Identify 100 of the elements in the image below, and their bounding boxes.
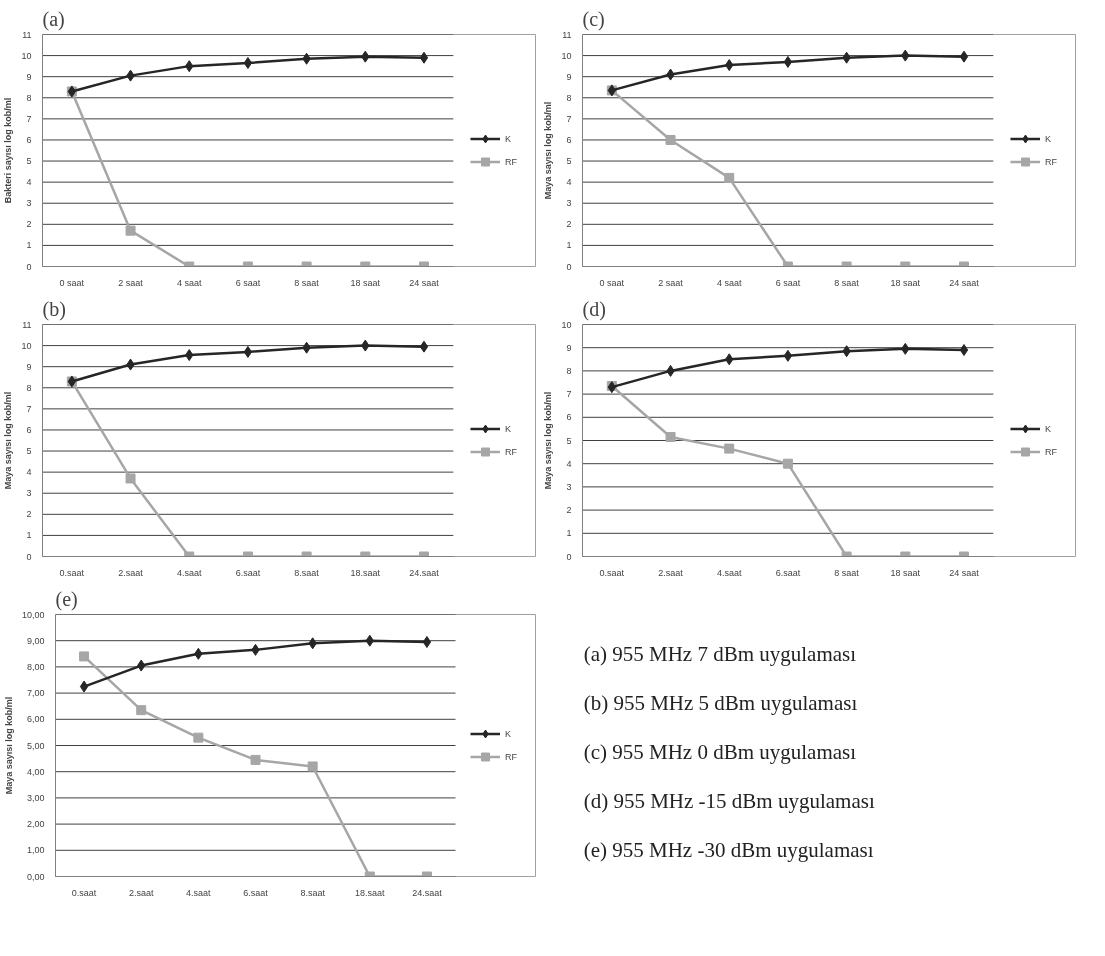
y-tick-label: 4 <box>566 177 572 188</box>
y-tick-label: 2 <box>26 219 32 230</box>
y-axis-title: Maya sayısı log kob/ml <box>3 696 14 795</box>
legend-label: RF <box>505 751 518 762</box>
y-tick-label: 7 <box>26 113 32 124</box>
y-tick-label: 5 <box>566 435 572 446</box>
y-tick-label: 2 <box>566 219 572 230</box>
y-tick-label: 11 <box>22 319 32 330</box>
y-tick-label: 10 <box>561 319 572 330</box>
y-tick-label: 10,00 <box>21 609 45 620</box>
y-axis-title: Maya sayısı log kob/ml <box>3 391 14 490</box>
legend-label: K <box>1045 423 1052 434</box>
y-tick-label: 3 <box>566 198 572 209</box>
y-tick-label: 11 <box>22 29 32 40</box>
x-tick-label: 18.saat <box>350 567 381 578</box>
chart-title: (e) <box>55 587 78 611</box>
x-tick-label: 0 saat <box>599 277 625 288</box>
y-tick-label: 2 <box>566 505 572 516</box>
y-tick-label: 4,00 <box>26 766 45 777</box>
y-tick-label: 1 <box>26 530 32 541</box>
legend-label: RF <box>505 446 518 457</box>
x-tick-label: 0.saat <box>59 567 85 578</box>
x-tick-label: 18 saat <box>890 567 921 578</box>
y-tick-label: 4 <box>566 458 572 469</box>
y-tick-label: 3 <box>26 488 32 499</box>
y-tick-label: 4 <box>26 177 32 188</box>
x-tick-label: 24 saat <box>409 277 440 288</box>
x-tick-label: 18 saat <box>890 277 921 288</box>
y-axis-title: Bakteri sayısı log kob/ml <box>3 97 14 204</box>
x-tick-label: 6.saat <box>243 887 269 898</box>
x-tick-label: 4.saat <box>176 567 202 578</box>
y-tick-label: 0,00 <box>26 871 45 882</box>
y-tick-label: 9 <box>566 342 572 353</box>
y-tick-label: 8 <box>566 92 572 103</box>
y-tick-label: 9,00 <box>26 635 45 646</box>
y-tick-label: 9 <box>566 71 572 82</box>
x-tick-label: 8.saat <box>294 567 320 578</box>
x-tick-label: 2.saat <box>658 567 684 578</box>
chart-title: (c) <box>582 7 605 31</box>
y-tick-label: 6 <box>566 134 572 145</box>
y-tick-label: 10 <box>561 50 572 61</box>
x-tick-label: 8 saat <box>294 277 320 288</box>
y-tick-label: 10 <box>21 50 32 61</box>
y-tick-label: 1 <box>26 240 32 251</box>
y-tick-label: 3 <box>26 198 32 209</box>
y-tick-label: 0 <box>26 551 32 562</box>
x-tick-label: 2 saat <box>118 277 144 288</box>
x-tick-label: 8 saat <box>834 277 860 288</box>
x-tick-label: 6 saat <box>235 277 261 288</box>
y-tick-label: 1 <box>566 240 572 251</box>
legend-label: RF <box>505 156 518 167</box>
y-tick-label: 6,00 <box>26 714 45 725</box>
y-tick-label: 3 <box>566 481 572 492</box>
text: (c) 955 MHz 0 dBm uygulaması <box>583 740 857 765</box>
y-tick-label: 4 <box>26 467 32 478</box>
text: (b) 955 MHz 5 dBm uygulaması <box>583 690 858 715</box>
x-tick-label: 8.saat <box>300 887 326 898</box>
legend-label: RF <box>1045 156 1058 167</box>
legend-label: RF <box>1045 446 1058 457</box>
chart-title: (b) <box>42 297 66 321</box>
x-tick-label: 4.saat <box>716 567 742 578</box>
y-tick-label: 6 <box>26 424 32 435</box>
y-tick-label: 0 <box>566 551 572 562</box>
x-tick-label: 6 saat <box>775 277 801 288</box>
y-tick-label: 7 <box>566 113 572 124</box>
y-tick-label: 1,00 <box>26 845 45 856</box>
x-tick-label: 2.saat <box>118 567 144 578</box>
y-tick-label: 5 <box>566 156 572 167</box>
y-tick-label: 3,00 <box>26 792 45 803</box>
x-tick-label: 0 saat <box>59 277 85 288</box>
y-axis-title: Maya sayısı log kob/ml <box>543 101 554 200</box>
x-tick-label: 6.saat <box>235 567 261 578</box>
x-tick-label: 2 saat <box>658 277 684 288</box>
y-tick-label: 5 <box>26 446 32 457</box>
text: (e) 955 MHz -30 dBm uygulaması <box>583 838 874 863</box>
x-tick-label: 4 saat <box>716 277 742 288</box>
y-tick-label: 11 <box>562 29 572 40</box>
legend-label: K <box>505 728 512 739</box>
legend-label: K <box>505 133 512 144</box>
y-tick-label: 2,00 <box>26 819 45 830</box>
x-tick-label: 4.saat <box>186 887 212 898</box>
text: (d) 955 MHz -15 dBm uygulaması <box>583 789 875 814</box>
x-tick-label: 18 saat <box>350 277 381 288</box>
y-tick-label: 9 <box>26 361 32 372</box>
x-tick-label: 24 saat <box>949 567 980 578</box>
x-tick-label: 24.saat <box>409 567 440 578</box>
y-tick-label: 7 <box>26 403 32 414</box>
y-tick-label: 6 <box>566 412 572 423</box>
y-tick-label: 1 <box>566 528 572 539</box>
x-tick-label: 6.saat <box>775 567 801 578</box>
x-tick-label: 8 saat <box>834 567 860 578</box>
y-tick-label: 8,00 <box>26 661 45 672</box>
x-tick-label: 24 saat <box>949 277 980 288</box>
y-tick-label: 8 <box>26 92 32 103</box>
y-tick-label: 10 <box>21 340 32 351</box>
legend-label: K <box>1045 133 1052 144</box>
x-tick-label: 24.saat <box>412 887 443 898</box>
x-tick-label: 4 saat <box>176 277 202 288</box>
y-axis-title: Maya sayısı log kob/ml <box>543 391 554 490</box>
x-tick-label: 0.saat <box>599 567 625 578</box>
